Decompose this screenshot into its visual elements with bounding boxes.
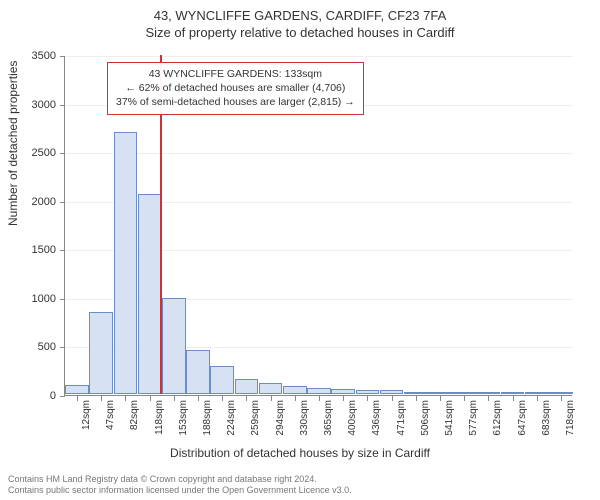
xtick-label: 365sqm <box>323 400 334 436</box>
histogram-bar <box>186 350 210 394</box>
histogram-bar <box>452 392 476 394</box>
histogram-bar <box>259 383 283 394</box>
histogram-bar <box>283 386 307 394</box>
histogram-bar <box>428 392 452 394</box>
xtick-mark <box>561 396 562 401</box>
histogram-bar <box>162 298 186 394</box>
xtick-label: 153sqm <box>178 400 189 436</box>
xtick-label: 294sqm <box>275 400 286 436</box>
histogram-bar <box>210 366 234 394</box>
footer-line: Contains HM Land Registry data © Crown c… <box>8 474 352 485</box>
xtick-mark <box>367 396 368 401</box>
footer-line: Contains public sector information licen… <box>8 485 352 496</box>
xtick-label: 647sqm <box>517 400 528 436</box>
ytick-mark <box>60 347 65 348</box>
xtick-mark <box>271 396 272 401</box>
xtick-label: 12sqm <box>81 400 92 430</box>
xtick-label: 506sqm <box>420 400 431 436</box>
ytick-label: 2000 <box>0 196 56 208</box>
xtick-mark <box>416 396 417 401</box>
xtick-mark <box>440 396 441 401</box>
xtick-label: 683sqm <box>541 400 552 436</box>
histogram-bar <box>501 392 525 394</box>
copyright-footer: Contains HM Land Registry data © Crown c… <box>8 474 352 497</box>
histogram-bar <box>331 389 355 394</box>
xtick-mark <box>464 396 465 401</box>
plot-region: 12sqm47sqm82sqm118sqm153sqm188sqm224sqm2… <box>64 56 572 396</box>
xtick-mark <box>125 396 126 401</box>
ytick-label: 1000 <box>0 293 56 305</box>
ytick-mark <box>60 105 65 106</box>
ytick-mark <box>60 299 65 300</box>
ytick-mark <box>60 250 65 251</box>
x-axis-label: Distribution of detached houses by size … <box>0 446 600 460</box>
xtick-mark <box>488 396 489 401</box>
ytick-mark <box>60 202 65 203</box>
xtick-label: 612sqm <box>492 400 503 436</box>
xtick-label: 82sqm <box>129 400 140 430</box>
xtick-label: 330sqm <box>299 400 310 436</box>
xtick-mark <box>392 396 393 401</box>
histogram-bar <box>235 379 259 394</box>
xtick-label: 224sqm <box>226 400 237 436</box>
ytick-label: 500 <box>0 341 56 353</box>
xtick-label: 400sqm <box>347 400 358 436</box>
xtick-mark <box>174 396 175 401</box>
xtick-label: 47sqm <box>105 400 116 430</box>
annotation-line: ← 62% of detached houses are smaller (4,… <box>116 81 355 95</box>
chart-area: 12sqm47sqm82sqm118sqm153sqm188sqm224sqm2… <box>64 56 572 396</box>
annotation-line: 43 WYNCLIFFE GARDENS: 133sqm <box>116 67 355 81</box>
ytick-label: 3000 <box>0 99 56 111</box>
xtick-mark <box>295 396 296 401</box>
ytick-label: 3500 <box>0 50 56 62</box>
ytick-mark <box>60 153 65 154</box>
xtick-mark <box>246 396 247 401</box>
histogram-bar <box>476 392 500 394</box>
xtick-mark <box>319 396 320 401</box>
histogram-bar <box>525 392 549 394</box>
ytick-label: 0 <box>0 390 56 402</box>
ytick-label: 2500 <box>0 147 56 159</box>
histogram-bar <box>380 390 404 394</box>
histogram-bar <box>404 392 428 394</box>
xtick-mark <box>513 396 514 401</box>
xtick-label: 541sqm <box>444 400 455 436</box>
xtick-mark <box>198 396 199 401</box>
gridline <box>65 153 573 154</box>
xtick-mark <box>101 396 102 401</box>
ytick-mark <box>60 56 65 57</box>
ytick-mark <box>60 396 65 397</box>
xtick-mark <box>222 396 223 401</box>
histogram-bar <box>549 392 573 394</box>
histogram-bar <box>307 388 331 394</box>
xtick-label: 118sqm <box>154 400 165 435</box>
xtick-mark <box>77 396 78 401</box>
xtick-mark <box>537 396 538 401</box>
annotation-box: 43 WYNCLIFFE GARDENS: 133sqm← 62% of det… <box>107 62 364 115</box>
chart-subtitle: Size of property relative to detached ho… <box>0 23 600 40</box>
xtick-label: 259sqm <box>250 400 261 436</box>
histogram-bar <box>89 312 113 394</box>
histogram-bar <box>114 132 138 394</box>
histogram-bar <box>138 194 162 394</box>
histogram-bar <box>65 385 89 394</box>
xtick-label: 718sqm <box>565 400 576 436</box>
xtick-label: 471sqm <box>396 400 407 436</box>
annotation-line: 37% of semi-detached houses are larger (… <box>116 95 355 109</box>
ytick-label: 1500 <box>0 244 56 256</box>
chart-title: 43, WYNCLIFFE GARDENS, CARDIFF, CF23 7FA <box>0 0 600 23</box>
xtick-label: 577sqm <box>468 400 479 436</box>
xtick-label: 436sqm <box>371 400 382 436</box>
gridline <box>65 56 573 57</box>
xtick-mark <box>343 396 344 401</box>
xtick-mark <box>150 396 151 401</box>
xtick-label: 188sqm <box>202 400 213 436</box>
histogram-bar <box>356 390 380 394</box>
